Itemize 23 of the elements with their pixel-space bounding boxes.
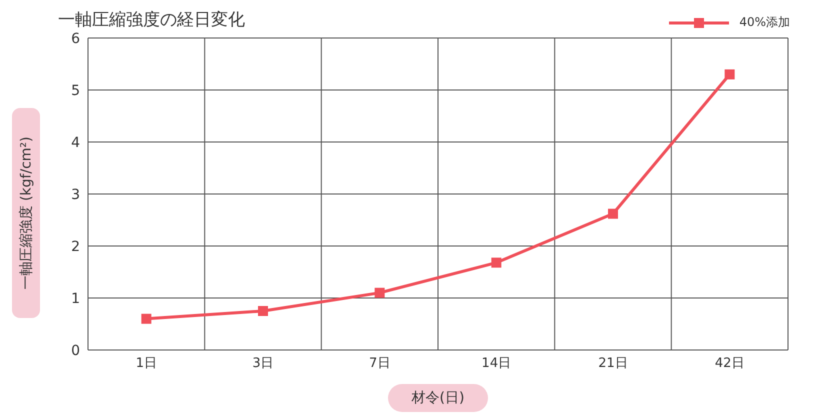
point bbox=[608, 208, 618, 219]
point bbox=[258, 306, 268, 316]
chart-title: 一軸圧縮強度の経日変化 bbox=[58, 9, 245, 31]
x-tick-label: 3日 bbox=[252, 356, 274, 372]
y-tick-label: 3 bbox=[71, 186, 80, 203]
point bbox=[491, 258, 502, 268]
x-tick-label: 42日 bbox=[714, 356, 744, 372]
y-tick-label: 4 bbox=[71, 134, 80, 151]
y-axis-title: 一軸圧縮強度 (kgf/cm²) bbox=[17, 136, 35, 290]
x-tick-label: 7日 bbox=[369, 356, 390, 372]
legend-label: 40%添加 bbox=[739, 14, 790, 31]
y-tick-label: 1 bbox=[71, 290, 80, 307]
x-tick-label: 1日 bbox=[136, 356, 157, 372]
x-tick-label: 14日 bbox=[482, 356, 512, 372]
y-tick-label: 5 bbox=[71, 82, 80, 99]
point bbox=[724, 69, 735, 80]
y-tick-label: 2 bbox=[71, 238, 80, 255]
y-tick-label: 6 bbox=[71, 30, 80, 47]
x-tick-label: 21日 bbox=[598, 356, 628, 372]
y-tick-label: 0 bbox=[71, 342, 80, 359]
x-axis-title: 材令(日) bbox=[388, 384, 488, 412]
point bbox=[141, 314, 152, 324]
point bbox=[374, 288, 385, 298]
